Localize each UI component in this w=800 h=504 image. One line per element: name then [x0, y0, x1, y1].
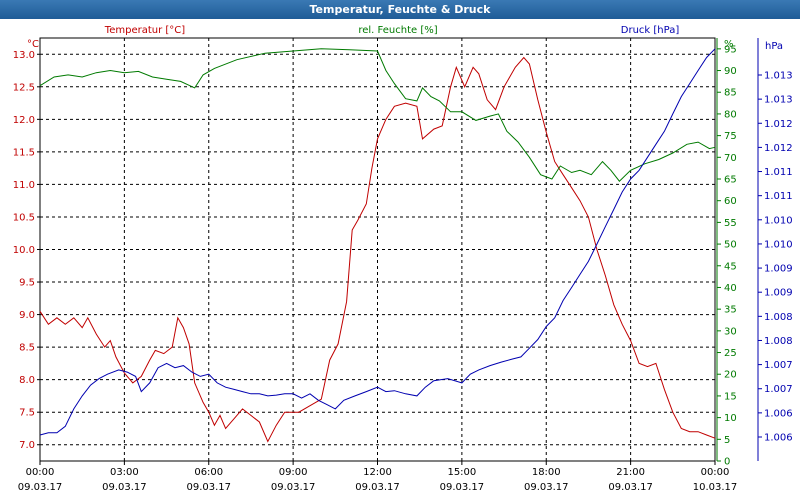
pressure-tick-label: 1.012 — [764, 143, 793, 154]
humidity-tick-label: 0 — [724, 457, 730, 468]
humidity-tick-label: 60 — [724, 196, 737, 207]
pressure-tick-label: 1.012 — [764, 119, 793, 130]
humidity-tick-label: 15 — [724, 391, 737, 402]
temp-tick-label: 11.5 — [13, 147, 35, 158]
x-tick-date-label: 09.03.17 — [271, 482, 316, 493]
x-tick-date-label: 09.03.17 — [18, 482, 63, 493]
x-tick-time-label: 15:00 — [447, 467, 476, 478]
temp-tick-label: 10.0 — [13, 245, 35, 256]
humidity-tick-label: 80 — [724, 109, 737, 120]
temp-tick-label: 12.5 — [13, 82, 35, 93]
x-tick-time-label: 06:00 — [194, 467, 223, 478]
humidity-tick-label: 95 — [724, 44, 737, 55]
pressure-tick-label: 1.007 — [764, 360, 793, 371]
x-tick-date-label: 09.03.17 — [102, 482, 147, 493]
series-line-temperature — [39, 56, 716, 443]
window-title: Temperatur, Feuchte & Druck — [0, 0, 800, 19]
temp-tick-label: 7.5 — [19, 408, 35, 419]
legend-item: Druck [hPa] — [621, 25, 680, 36]
temp-tick-label: 9.5 — [19, 278, 35, 289]
pressure-tick-label: 1.013 — [764, 71, 793, 82]
temp-tick-label: 11.0 — [13, 180, 35, 191]
pressure-tick-label: 1.010 — [764, 239, 793, 250]
pressure-tick-label: 1.007 — [764, 384, 793, 395]
humidity-tick-label: 50 — [724, 240, 737, 251]
temp-tick-label: 13.0 — [13, 50, 35, 61]
pressure-tick-label: 1.011 — [764, 167, 793, 178]
temp-tick-label: 8.5 — [19, 343, 35, 354]
humidity-tick-label: 85 — [724, 88, 737, 99]
x-tick-date-label: 09.03.17 — [186, 482, 231, 493]
x-tick-date-label: 09.03.17 — [440, 482, 485, 493]
x-tick-date-label: 09.03.17 — [355, 482, 400, 493]
temp-axis-unit: °C — [27, 39, 39, 50]
humidity-tick-label: 90 — [724, 66, 737, 77]
series-line-pressure — [39, 48, 716, 436]
x-tick-time-label: 00:00 — [701, 467, 730, 478]
temp-tick-label: 9.0 — [19, 310, 35, 321]
x-tick-date-label: 10.03.17 — [693, 482, 738, 493]
series-line-humidity — [39, 48, 716, 182]
pressure-tick-label: 1.009 — [764, 264, 793, 275]
humidity-tick-label: 55 — [724, 218, 737, 229]
x-tick-time-label: 21:00 — [616, 467, 645, 478]
temp-tick-label: 7.0 — [19, 440, 35, 451]
humidity-axis-unit: % — [724, 39, 734, 50]
humidity-tick-label: 20 — [724, 370, 737, 381]
pressure-tick-label: 1.013 — [764, 95, 793, 106]
x-tick-date-label: 09.03.17 — [524, 482, 569, 493]
pressure-tick-label: 1.008 — [764, 336, 793, 347]
humidity-tick-label: 30 — [724, 326, 737, 337]
legend-item: rel. Feuchte [%] — [358, 25, 437, 36]
pressure-tick-label: 1.006 — [764, 408, 793, 419]
x-tick-date-label: 09.03.17 — [608, 482, 653, 493]
humidity-tick-label: 10 — [724, 413, 737, 424]
humidity-tick-label: 5 — [724, 435, 730, 446]
temp-tick-label: 10.5 — [13, 212, 35, 223]
x-tick-time-label: 00:00 — [26, 467, 55, 478]
humidity-tick-label: 75 — [724, 131, 737, 142]
chart-area: 7.0 7.5 8.0 8.5 9.0 9.5 10.0 10.5 11.0 11.5 12.0 12… — [0, 19, 800, 500]
humidity-tick-label: 70 — [724, 153, 737, 164]
x-tick-time-label: 09:00 — [279, 467, 308, 478]
humidity-tick-label: 65 — [724, 175, 737, 186]
temp-tick-label: 12.0 — [13, 115, 35, 126]
humidity-tick-label: 35 — [724, 305, 737, 316]
pressure-tick-label: 1.011 — [764, 191, 793, 202]
x-tick-time-label: 12:00 — [363, 467, 392, 478]
x-tick-time-label: 03:00 — [110, 467, 139, 478]
humidity-tick-label: 45 — [724, 261, 737, 272]
legend-item: Temperatur [°C] — [104, 25, 185, 36]
humidity-tick-label: 25 — [724, 348, 737, 359]
pressure-tick-label: 1.010 — [764, 215, 793, 226]
pressure-tick-label: 1.009 — [764, 288, 793, 299]
pressure-tick-label: 1.006 — [764, 433, 793, 444]
x-tick-time-label: 18:00 — [532, 467, 561, 478]
pressure-tick-label: 1.008 — [764, 312, 793, 323]
pressure-axis-unit: hPa — [765, 41, 783, 52]
humidity-tick-label: 40 — [724, 283, 737, 294]
chart-svg: 7.0 7.5 8.0 8.5 9.0 9.5 10.0 10.5 11.0 11.5 12.0 12… — [13, 25, 793, 493]
temp-tick-label: 8.0 — [19, 375, 35, 386]
